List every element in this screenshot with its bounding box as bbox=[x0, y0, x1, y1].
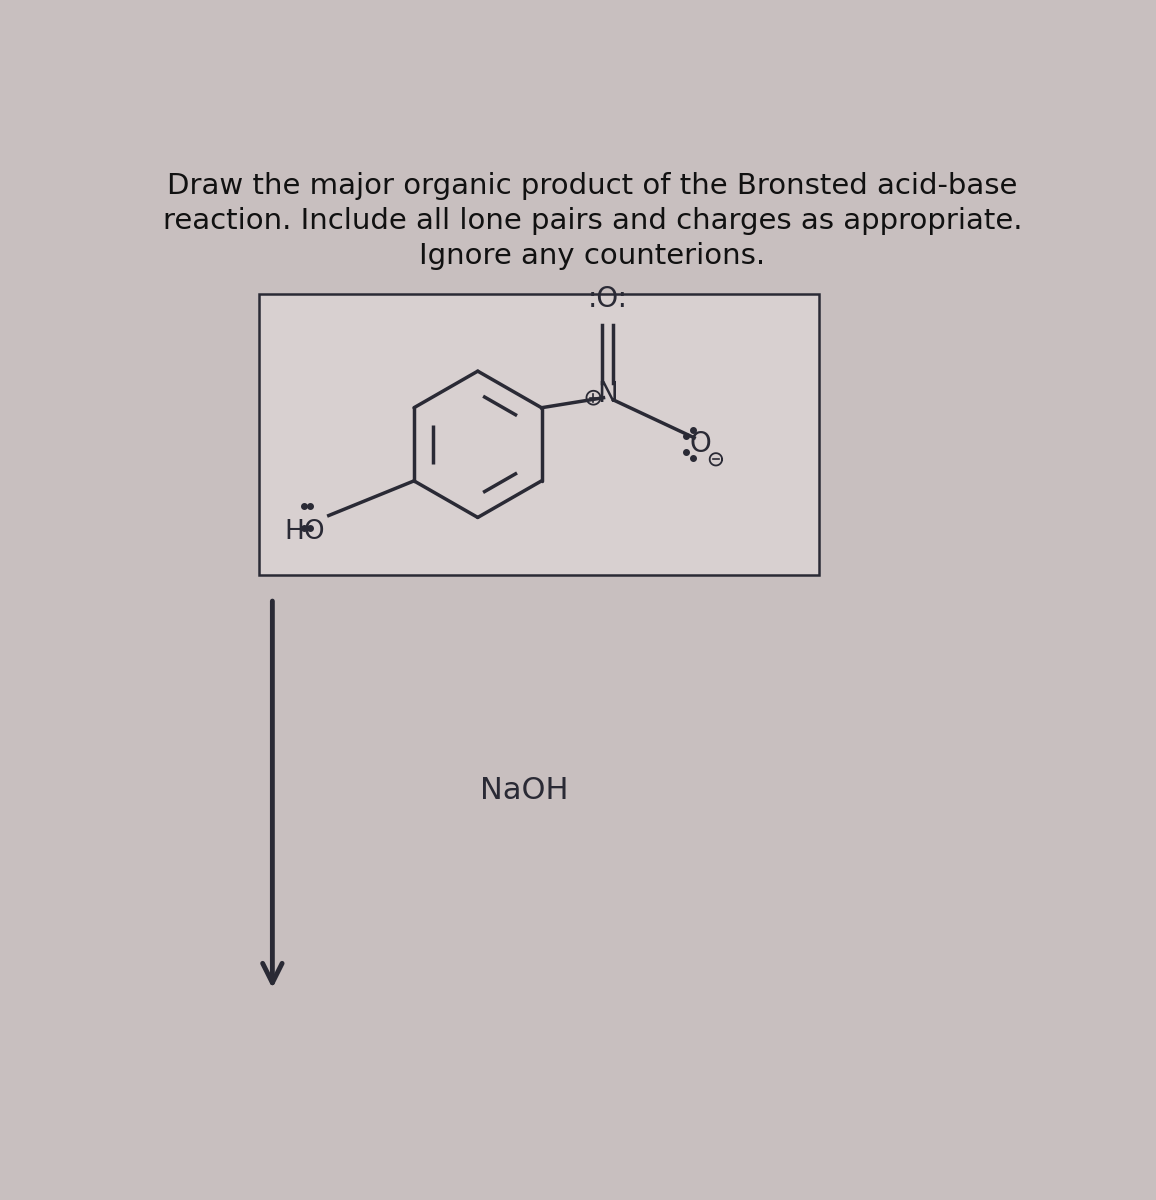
Text: Ignore any counterions.: Ignore any counterions. bbox=[420, 241, 765, 270]
Text: NaOH: NaOH bbox=[480, 776, 569, 805]
Text: O: O bbox=[689, 430, 711, 458]
Text: HO: HO bbox=[284, 520, 325, 545]
Text: :O:: :O: bbox=[587, 286, 628, 313]
FancyBboxPatch shape bbox=[259, 294, 818, 575]
Text: Draw the major organic product of the Bronsted acid-base: Draw the major organic product of the Br… bbox=[168, 173, 1017, 200]
Text: reaction. Include all lone pairs and charges as appropriate.: reaction. Include all lone pairs and cha… bbox=[163, 206, 1022, 235]
Text: N: N bbox=[596, 380, 617, 408]
